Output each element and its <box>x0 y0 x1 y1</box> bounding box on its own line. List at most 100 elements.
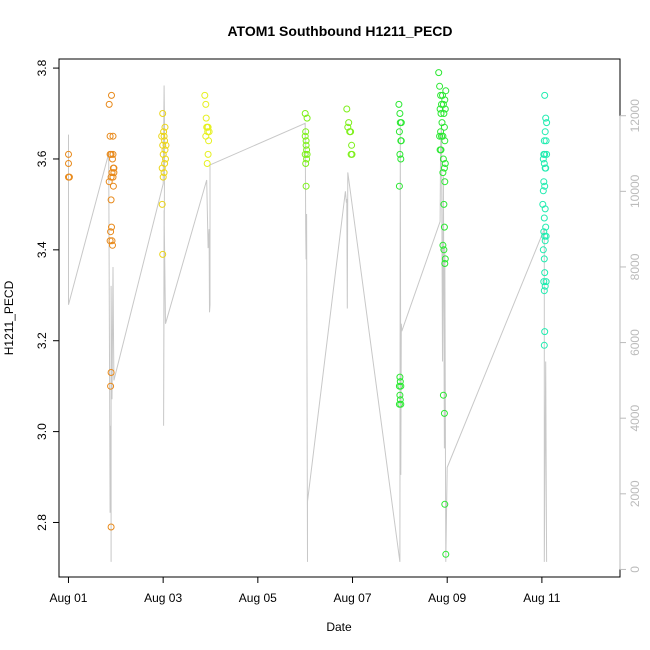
line-series <box>68 85 548 562</box>
data-point <box>439 100 447 108</box>
data-point <box>440 200 448 208</box>
data-point <box>442 87 450 95</box>
y2-tick-label: 6000 <box>628 329 642 356</box>
data-point <box>204 150 212 158</box>
data-point <box>397 155 405 163</box>
data-point <box>161 123 169 131</box>
data-point <box>302 128 310 136</box>
data-point <box>159 250 167 258</box>
data-point <box>108 91 115 99</box>
data-point <box>108 169 116 177</box>
data-point <box>161 146 169 154</box>
data-point <box>301 132 309 140</box>
data-point <box>107 196 115 204</box>
plot-frame <box>58 58 621 578</box>
data-point <box>540 214 548 222</box>
data-point <box>159 173 167 181</box>
data-point <box>109 155 116 163</box>
data-point <box>395 182 403 190</box>
data-point <box>303 155 311 163</box>
data-point <box>542 278 550 286</box>
data-point <box>541 282 549 290</box>
data-point <box>542 114 550 122</box>
data-point <box>203 123 211 131</box>
data-point <box>397 137 405 145</box>
data-point <box>105 100 113 108</box>
data-point <box>302 141 310 149</box>
data-point <box>440 110 448 117</box>
data-point <box>110 164 118 172</box>
data-point <box>436 132 444 140</box>
data-point <box>202 114 210 122</box>
x-tick-label: Aug 05 <box>239 591 277 605</box>
data-point <box>436 105 444 113</box>
data-point <box>541 205 549 213</box>
data-point <box>441 105 449 113</box>
data-point <box>542 232 550 240</box>
y2-axis: 0 2000 4000 6000 8000 10000 12000 <box>619 99 642 573</box>
data-point <box>160 169 168 177</box>
data-point <box>396 110 404 117</box>
data-point <box>439 241 447 249</box>
data-point <box>442 550 450 558</box>
data-point <box>439 169 447 177</box>
data-point <box>397 119 405 127</box>
x-axis-label: Date <box>326 620 352 634</box>
points-layer <box>65 69 551 558</box>
y-tick-label: 3.0 <box>35 423 49 440</box>
data-point <box>441 96 449 104</box>
y-axis-label: H1211_PECD <box>2 280 16 355</box>
y2-tick-label: 4000 <box>628 405 642 432</box>
data-point <box>437 91 445 99</box>
data-point <box>541 91 549 99</box>
data-point <box>159 110 167 117</box>
data-point <box>203 160 211 167</box>
line-series-layer <box>68 85 548 562</box>
y2-tick-label: 0 <box>628 566 642 573</box>
data-point <box>542 137 550 145</box>
data-point <box>301 110 309 117</box>
data-point <box>160 128 168 136</box>
x-axis: Aug 01 Aug 03 Aug 05 Aug 07 Aug 09 Aug 11 <box>49 576 561 605</box>
data-point <box>202 100 210 108</box>
data-point <box>441 178 449 186</box>
data-point <box>542 223 550 231</box>
data-point <box>441 255 449 263</box>
data-point <box>158 164 166 172</box>
data-point <box>301 150 309 158</box>
data-point <box>107 382 115 390</box>
y-tick-label: 3.6 <box>35 150 49 167</box>
data-point <box>65 160 72 167</box>
data-point <box>540 278 548 286</box>
data-point <box>541 237 549 245</box>
data-point <box>161 137 169 145</box>
data-point <box>435 69 443 77</box>
y-axis: 2.8 3.0 3.2 3.4 3.6 3.8 <box>35 59 60 531</box>
data-point <box>438 100 445 108</box>
data-point <box>441 137 449 145</box>
x-tick-label: Aug 01 <box>49 591 87 605</box>
data-point <box>109 182 117 190</box>
data-point <box>162 155 169 163</box>
data-point <box>540 150 548 158</box>
data-point <box>395 128 403 136</box>
data-point <box>542 164 550 172</box>
data-point <box>395 100 403 108</box>
data-point <box>441 160 449 167</box>
chart-title: ATOM1 Southbound H1211_PECD <box>227 23 452 39</box>
data-point <box>303 150 311 158</box>
data-point <box>440 123 448 131</box>
data-point <box>302 137 310 145</box>
data-point <box>105 178 113 186</box>
data-point <box>202 132 210 140</box>
data-point <box>107 228 115 236</box>
data-point <box>109 132 117 140</box>
data-point <box>539 155 547 163</box>
data-point <box>106 132 114 140</box>
data-point <box>437 146 445 154</box>
y-tick-label: 2.8 <box>35 514 49 531</box>
data-point <box>160 132 168 140</box>
data-point <box>345 119 353 127</box>
data-point <box>303 146 311 154</box>
